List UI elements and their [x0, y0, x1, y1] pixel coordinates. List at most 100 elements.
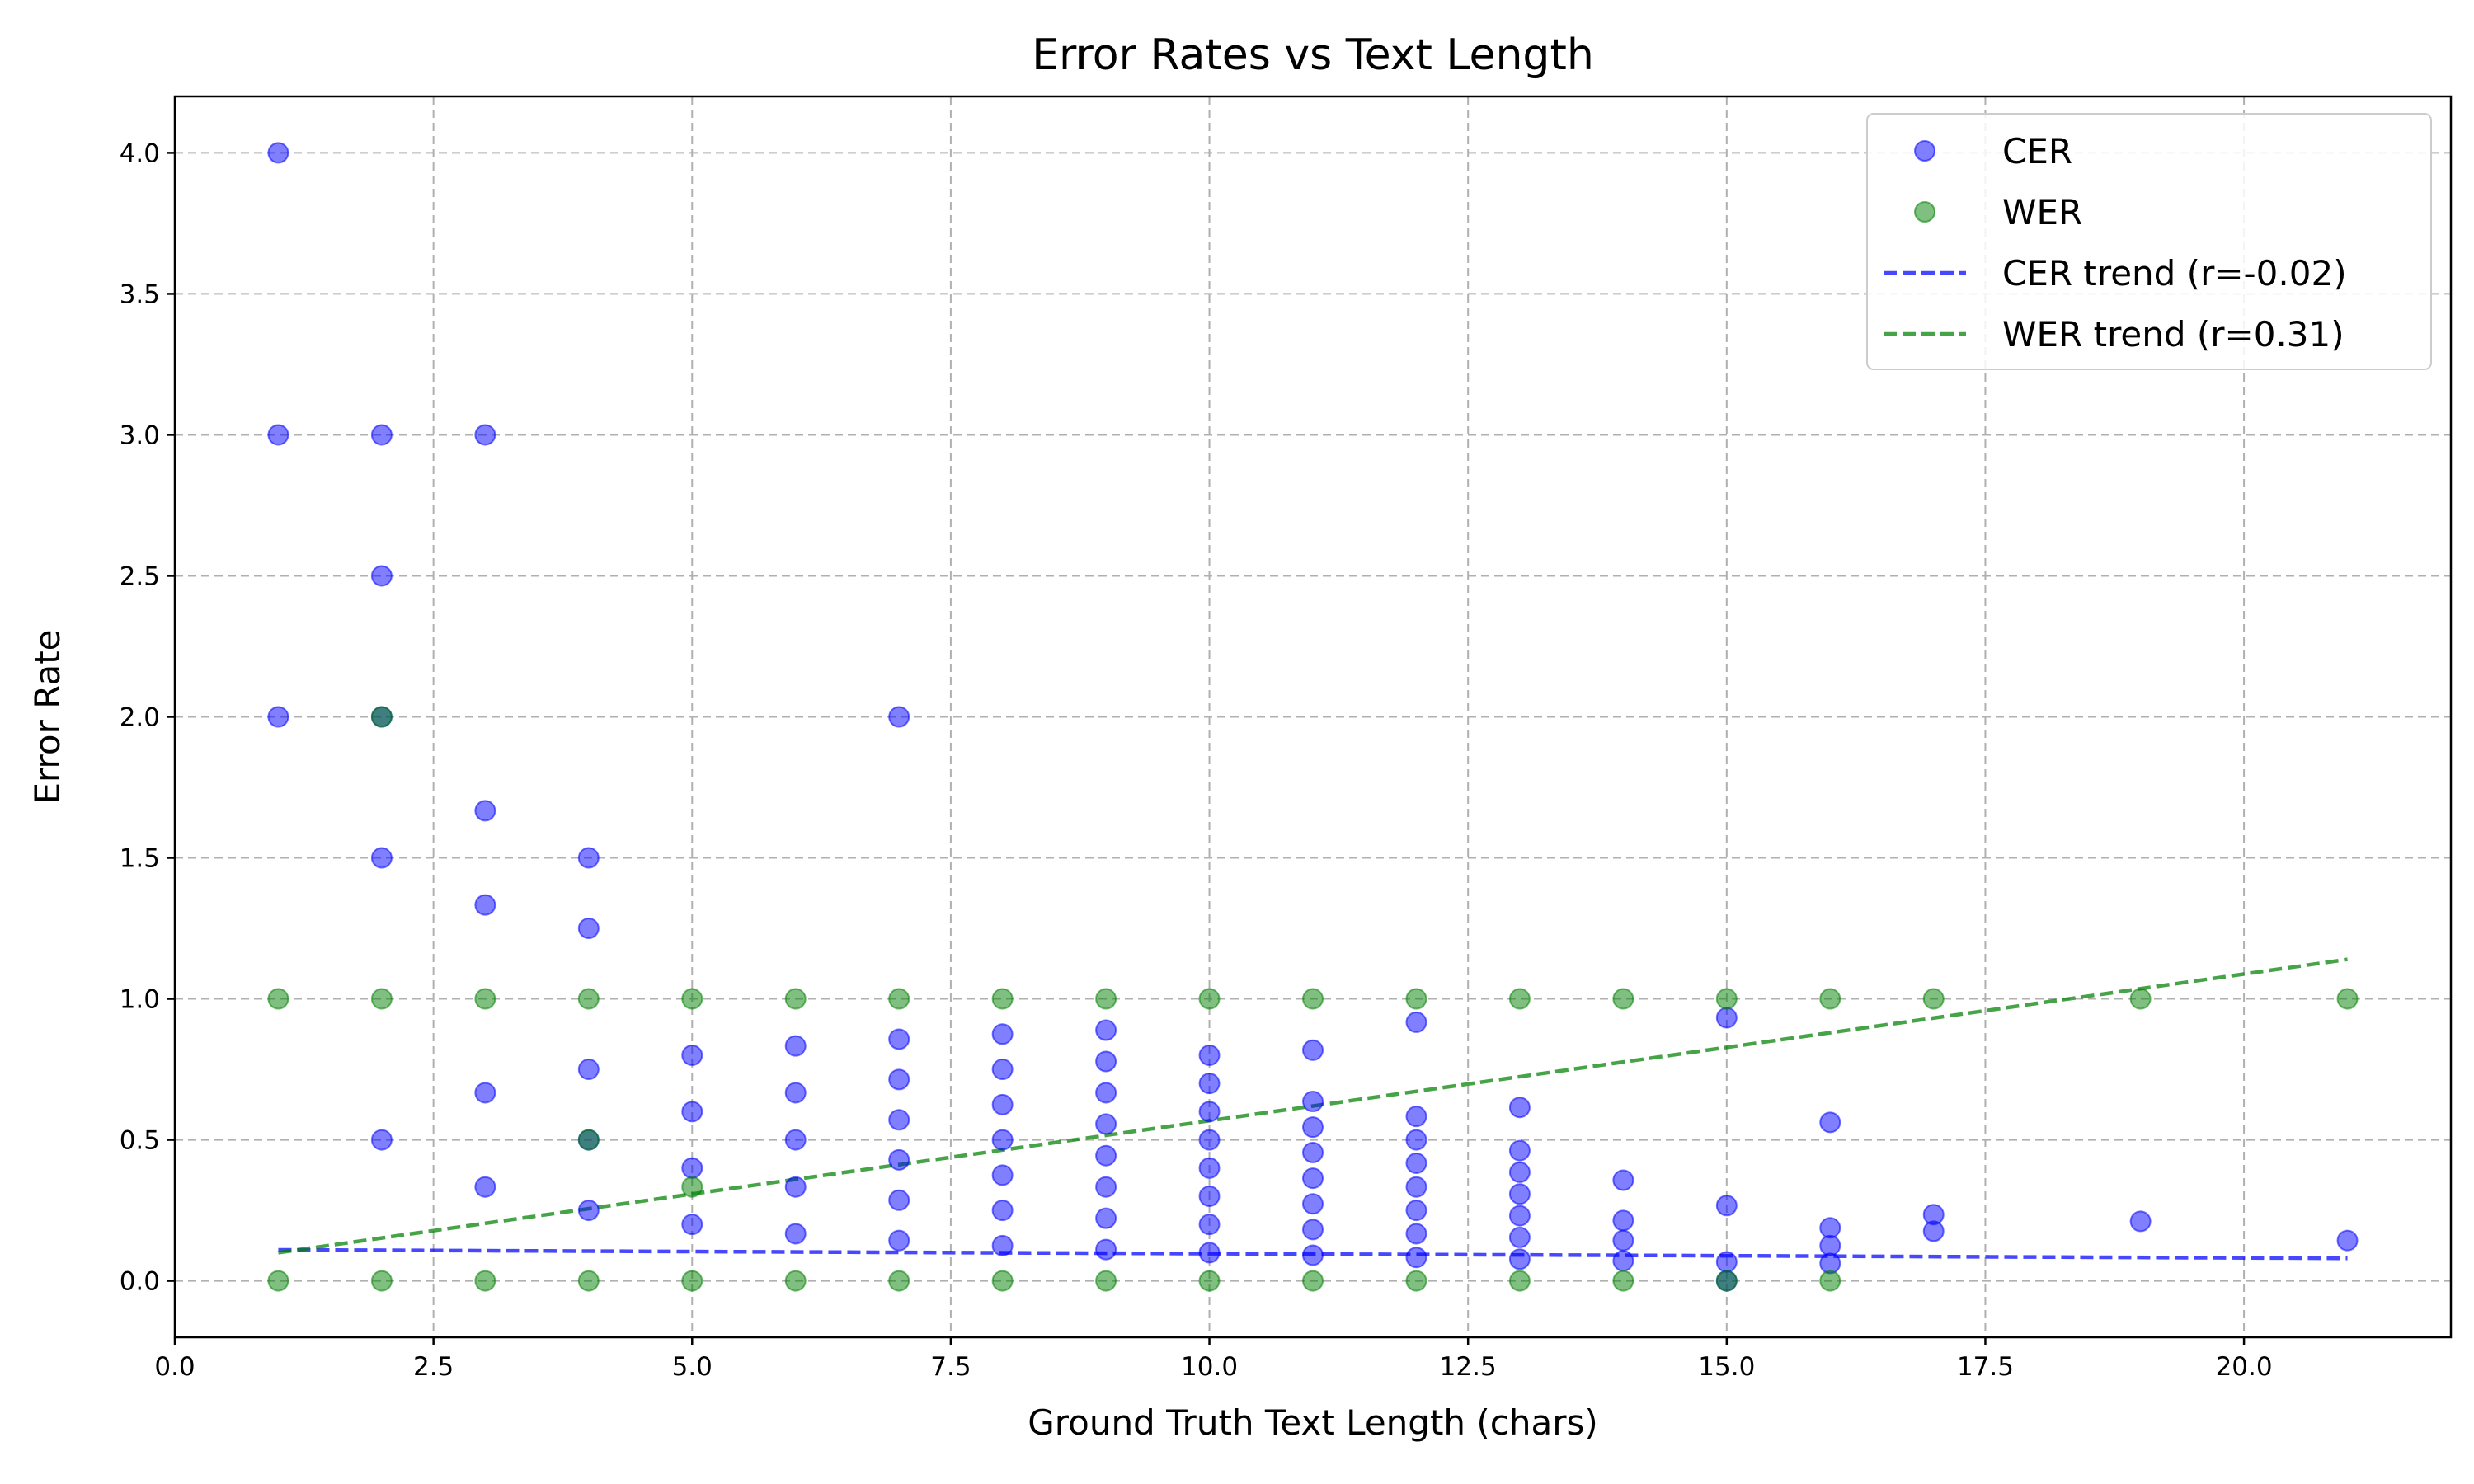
wer-point — [370, 706, 393, 728]
cer-point — [1612, 1229, 1634, 1252]
wer-point — [1405, 1270, 1427, 1292]
cer-point — [1405, 1011, 1427, 1033]
cer-point — [991, 1129, 1014, 1151]
cer-point — [1095, 1238, 1117, 1261]
cer-point — [267, 142, 289, 164]
wer-point — [1612, 1270, 1634, 1292]
cer-point — [1508, 1205, 1531, 1227]
x-tick-label: 17.5 — [1957, 1352, 2014, 1382]
wer-point — [681, 1270, 703, 1292]
cer-point — [1922, 1220, 1945, 1242]
legend-label: WER trend (r=0.31) — [2002, 314, 2345, 355]
cer-point — [474, 894, 496, 916]
cer-point — [1302, 1193, 1324, 1215]
wer-point — [1819, 1270, 1841, 1292]
wer-point — [577, 1129, 600, 1151]
legend-marker — [1914, 140, 1935, 162]
cer-point — [784, 1082, 807, 1104]
cer-point — [1612, 1209, 1634, 1232]
x-tick-label: 10.0 — [1181, 1352, 1238, 1382]
y-tick-label: 3.5 — [120, 279, 160, 309]
cer-point — [1405, 1200, 1427, 1222]
cer-point — [1819, 1217, 1841, 1239]
legend-label: WER — [2002, 192, 2082, 232]
wer-point — [1715, 1270, 1738, 1292]
cer-point — [1819, 1234, 1841, 1256]
cer-point — [1715, 1007, 1738, 1029]
cer-point — [784, 1176, 807, 1198]
cer-point — [1198, 1214, 1221, 1236]
x-tick-label: 7.5 — [930, 1352, 971, 1382]
legend-box — [1866, 113, 2432, 370]
data-points — [267, 142, 2359, 1292]
cer-point — [474, 1082, 496, 1104]
legend: CER WER CER trend (r=-0.02) WER trend (r=0.… — [1866, 113, 2432, 370]
cer-point — [991, 1164, 1014, 1186]
cer-point — [991, 1023, 1014, 1045]
cer-point — [681, 1101, 703, 1123]
cer-point — [474, 424, 496, 446]
wer-point — [1405, 988, 1427, 1010]
wer-point — [370, 1270, 393, 1292]
cer-point — [1508, 1248, 1531, 1270]
cer-point — [681, 1044, 703, 1066]
cer-point — [1405, 1247, 1427, 1269]
cer-point — [267, 424, 289, 446]
cer-point — [1198, 1242, 1221, 1264]
cer-point — [1302, 1167, 1324, 1190]
cer-point — [1612, 1169, 1634, 1191]
wer-point — [1095, 1270, 1117, 1292]
cer-point — [1405, 1152, 1427, 1174]
chart-title: Error Rates vs Text Length — [1032, 31, 1594, 80]
cer-point — [1095, 1082, 1117, 1104]
cer-point — [370, 424, 393, 446]
x-tick-label: 0.0 — [154, 1352, 195, 1382]
wer-point — [1508, 1270, 1531, 1292]
cer-point — [1508, 1226, 1531, 1248]
wer-point — [1302, 988, 1324, 1010]
legend-marker — [1914, 201, 1935, 223]
wer-point — [991, 1270, 1014, 1292]
wer-point — [1302, 1270, 1324, 1292]
cer-point — [888, 1109, 910, 1131]
cer-point — [267, 706, 289, 728]
cer-point — [474, 1176, 496, 1198]
cer-point — [1819, 1111, 1841, 1134]
cer-point — [784, 1035, 807, 1057]
cer-point — [1095, 1207, 1117, 1229]
x-tick-label: 20.0 — [2216, 1352, 2273, 1382]
cer-point — [474, 800, 496, 822]
wer-point — [1508, 988, 1531, 1010]
cer-point — [1715, 1195, 1738, 1217]
cer-point — [888, 706, 910, 728]
wer-point — [577, 988, 600, 1010]
cer-point — [1302, 1219, 1324, 1241]
cer-point — [1508, 1139, 1531, 1162]
cer-point — [1405, 1106, 1427, 1128]
cer-point — [1198, 1157, 1221, 1179]
cer-point — [577, 847, 600, 869]
cer-point — [888, 1068, 910, 1091]
axis-ticks: 0.0 2.5 5.0 7.5 10.0 12.5 15.0 17.5 20.0 0.0 0.5 1.… — [120, 139, 2273, 1382]
cer-point — [888, 1229, 910, 1252]
cer-point — [577, 1059, 600, 1081]
x-tick-label: 12.5 — [1440, 1352, 1497, 1382]
cer-point — [1405, 1129, 1427, 1151]
cer-point — [1405, 1176, 1427, 1198]
cer-point — [1198, 1129, 1221, 1151]
cer-point — [1198, 1101, 1221, 1123]
cer-point — [1095, 1113, 1117, 1135]
y-tick-label: 3.0 — [120, 420, 160, 450]
x-tick-label: 15.0 — [1698, 1352, 1755, 1382]
legend-label: CER trend (r=-0.02) — [2002, 253, 2347, 294]
cer-point — [784, 1223, 807, 1245]
cer-point — [784, 1129, 807, 1151]
cer-point — [1302, 1244, 1324, 1266]
wer-point — [2336, 988, 2359, 1010]
wer-point — [1819, 988, 1841, 1010]
y-tick-label: 0.5 — [120, 1126, 160, 1156]
cer-point — [991, 1234, 1014, 1256]
wer-point — [1612, 988, 1634, 1010]
y-axis-title: Error Rate — [27, 629, 68, 804]
